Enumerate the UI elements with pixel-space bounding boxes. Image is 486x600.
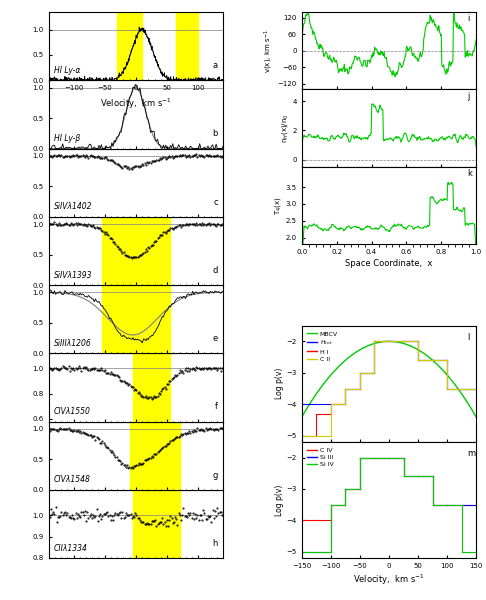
Bar xyxy=(133,353,170,421)
Text: f: f xyxy=(215,402,218,411)
Text: m: m xyxy=(468,449,476,458)
Bar xyxy=(117,12,142,80)
Text: HI Ly-β: HI Ly-β xyxy=(54,134,80,143)
Y-axis label: Log p(v): Log p(v) xyxy=(275,368,284,400)
Text: b: b xyxy=(212,129,218,138)
Text: k: k xyxy=(468,169,472,178)
Y-axis label: n$_H$(x)/n$_0$: n$_H$(x)/n$_0$ xyxy=(279,113,290,143)
Text: a: a xyxy=(213,61,218,70)
Bar xyxy=(176,12,198,80)
Text: d: d xyxy=(212,266,218,275)
Y-axis label: T$_4$(x): T$_4$(x) xyxy=(273,196,283,215)
Legend: C IV, Si III, Si IV: C IV, Si III, Si IV xyxy=(305,445,336,470)
Text: SiIIIλ1206: SiIIIλ1206 xyxy=(54,339,91,348)
Text: CIVλ1550: CIVλ1550 xyxy=(54,407,91,416)
Text: c: c xyxy=(213,197,218,206)
X-axis label: Velocity,  km s$^{-1}$: Velocity, km s$^{-1}$ xyxy=(353,573,425,587)
Y-axis label: v(x), km s$^{-1}$: v(x), km s$^{-1}$ xyxy=(262,29,275,73)
Text: CIIλ1334: CIIλ1334 xyxy=(54,544,87,553)
Text: SiIVλ1402: SiIVλ1402 xyxy=(54,202,92,211)
Bar xyxy=(133,490,179,558)
Bar xyxy=(102,217,170,285)
Legend: MBCV, H$_{tot}$, H I, C II: MBCV, H$_{tot}$, H I, C II xyxy=(305,329,341,364)
Text: i: i xyxy=(468,14,470,23)
Text: l: l xyxy=(468,332,470,341)
X-axis label: Velocity,  km s$^{-1}$: Velocity, km s$^{-1}$ xyxy=(100,97,172,111)
Y-axis label: Log p(v): Log p(v) xyxy=(275,484,284,515)
Bar xyxy=(130,421,179,490)
Text: e: e xyxy=(213,334,218,343)
Text: g: g xyxy=(212,470,218,479)
Text: h: h xyxy=(212,539,218,548)
Text: HI Ly-α: HI Ly-α xyxy=(54,66,80,75)
Text: SiIVλ1393: SiIVλ1393 xyxy=(54,271,92,280)
X-axis label: Space Coordinate,  x: Space Coordinate, x xyxy=(346,259,433,268)
Bar xyxy=(102,285,170,353)
Text: j: j xyxy=(468,92,470,101)
Text: CIVλ1548: CIVλ1548 xyxy=(54,475,91,484)
